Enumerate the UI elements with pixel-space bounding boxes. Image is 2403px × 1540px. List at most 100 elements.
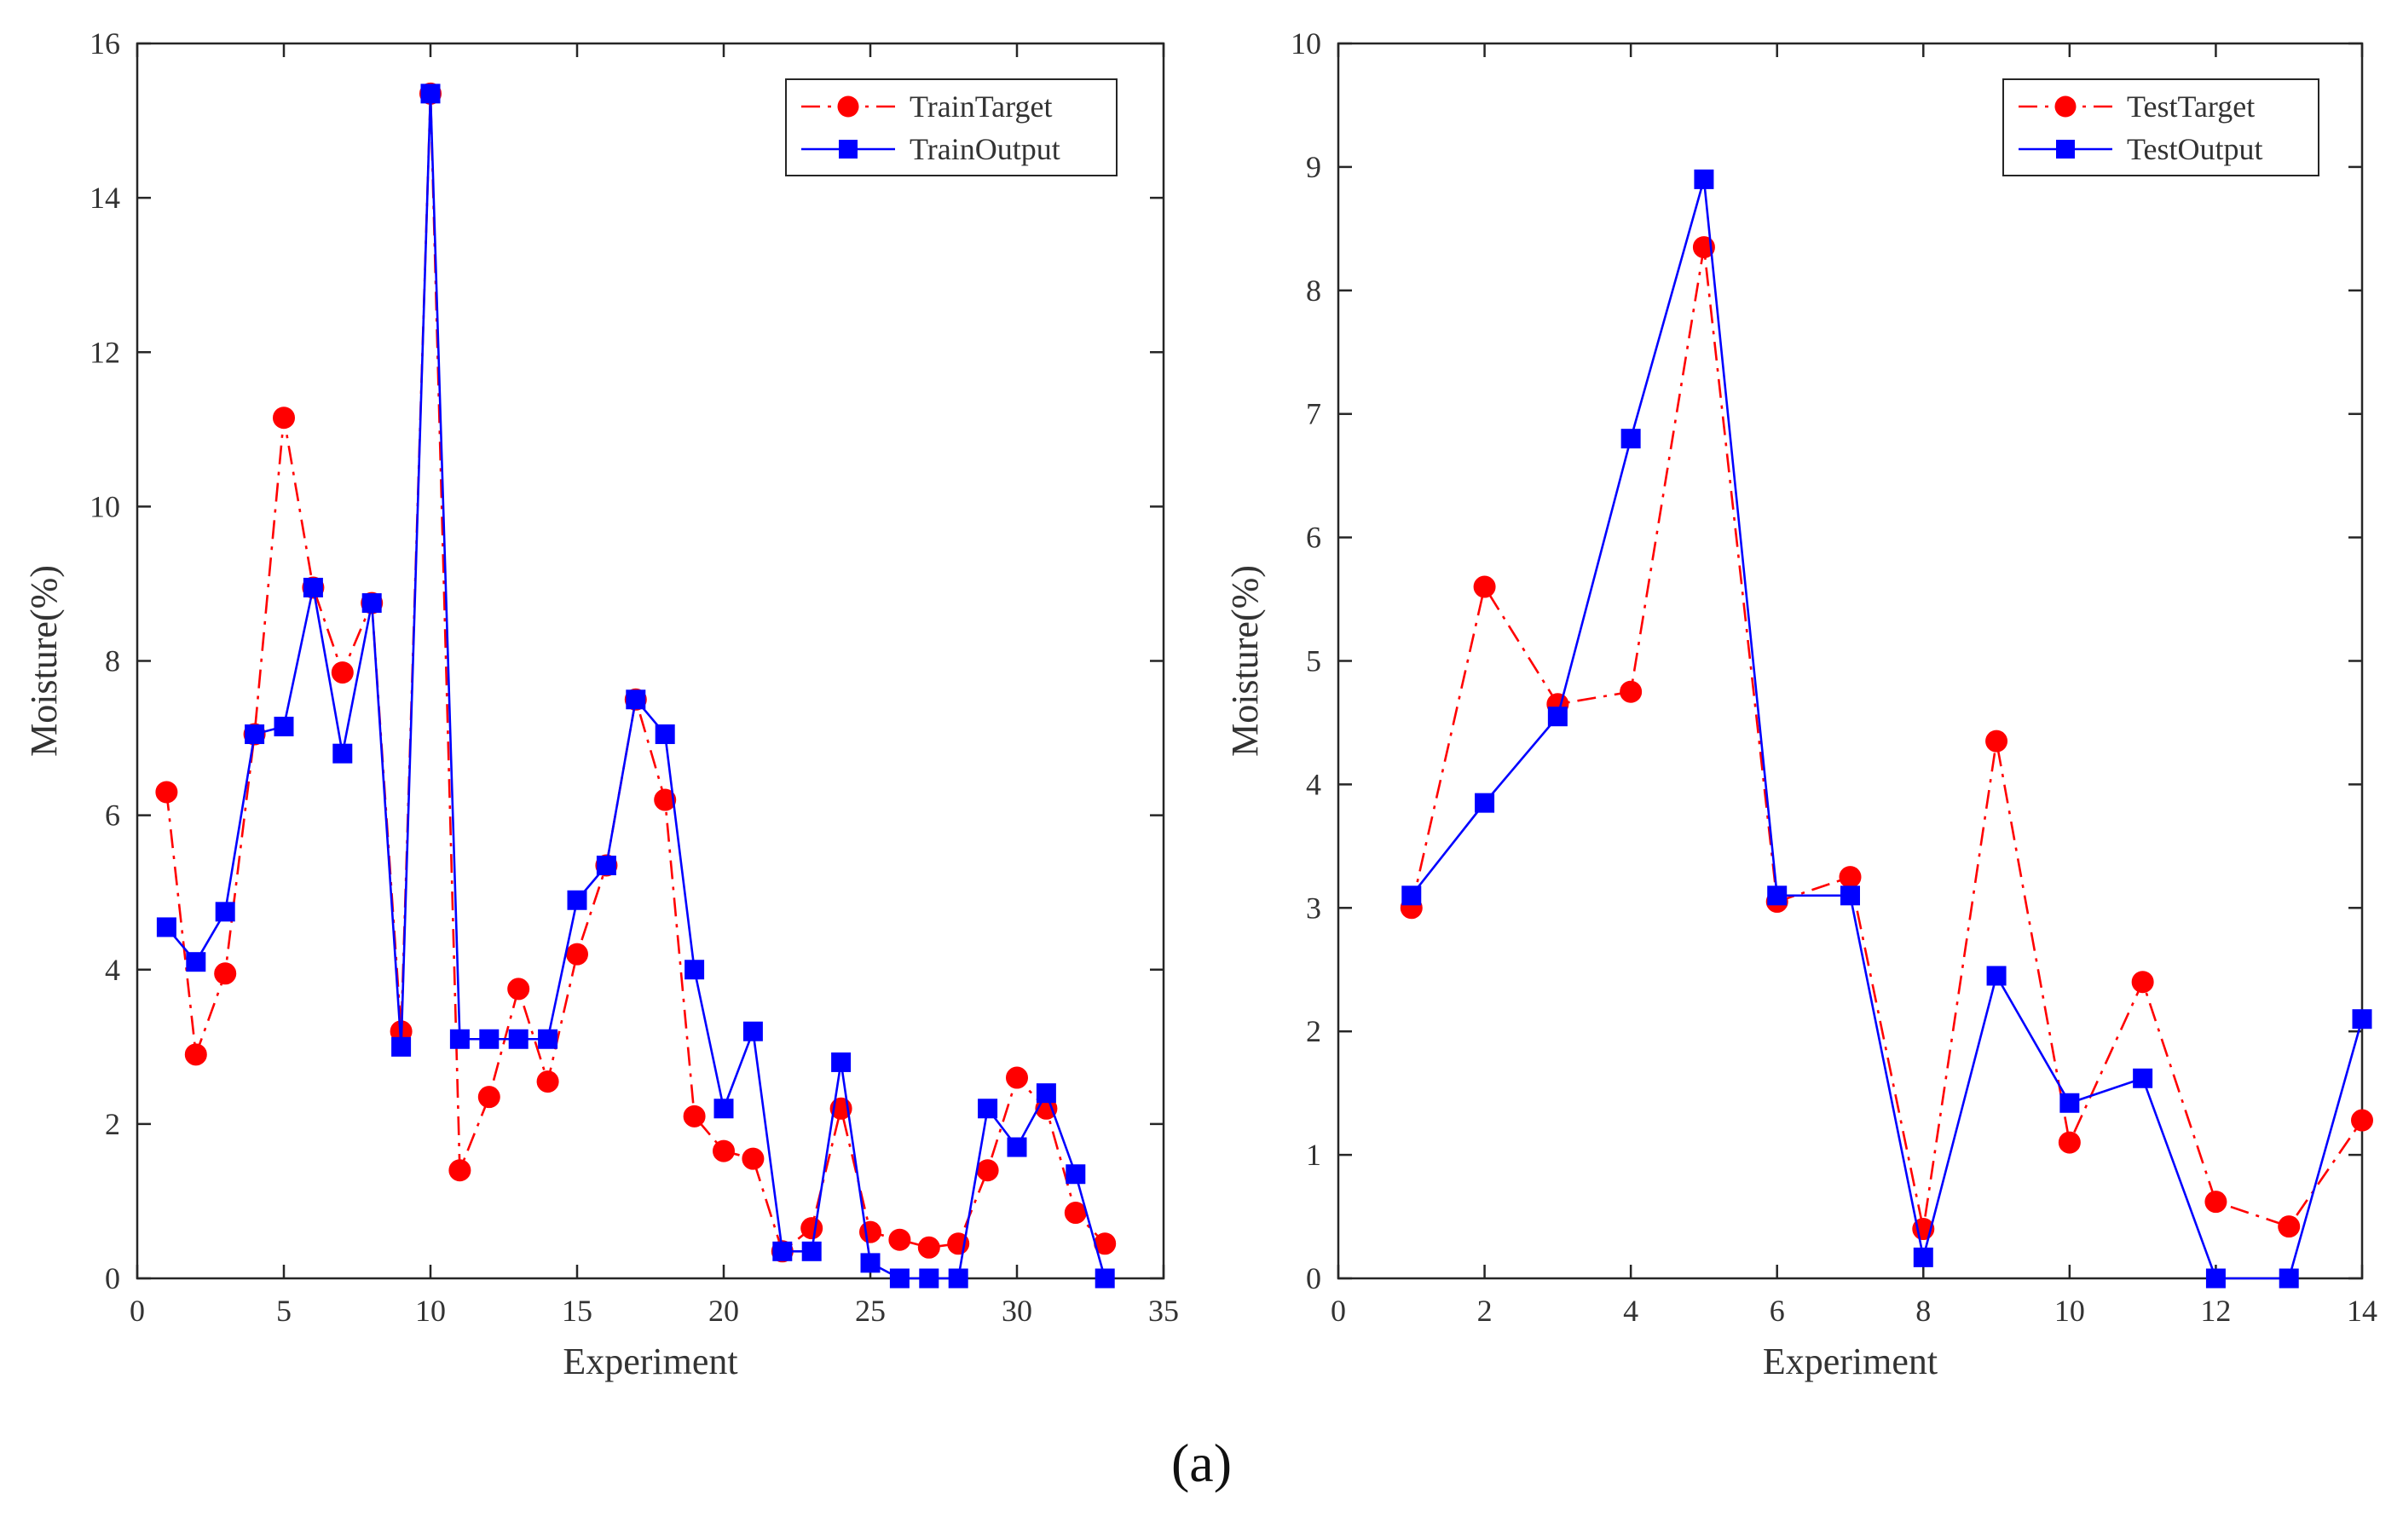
x-tick-label: 35 bbox=[1148, 1294, 1179, 1328]
data-point-TrainOutput bbox=[772, 1241, 793, 1261]
data-point-TestTarget bbox=[2058, 1131, 2081, 1154]
data-point-TrainOutput bbox=[303, 577, 323, 597]
x-tick-label: 14 bbox=[2347, 1294, 2377, 1328]
data-point-TrainTarget bbox=[1064, 1202, 1087, 1225]
data-point-TestTarget bbox=[1839, 866, 1862, 889]
x-tick-label: 10 bbox=[415, 1294, 446, 1328]
data-point-TrainTarget bbox=[742, 1147, 765, 1170]
data-point-TrainTarget bbox=[448, 1159, 471, 1182]
data-point-TestTarget bbox=[1985, 730, 2008, 753]
data-point-TrainTarget bbox=[566, 943, 588, 966]
legend-label-TestOutput: TestOutput bbox=[2127, 132, 2262, 166]
y-tick-label: 16 bbox=[90, 26, 120, 61]
data-point-TrainOutput bbox=[274, 716, 294, 736]
data-point-TestOutput bbox=[1694, 169, 1714, 189]
data-point-TrainOutput bbox=[889, 1268, 910, 1289]
y-tick-label: 7 bbox=[1306, 397, 1321, 431]
data-point-TrainOutput bbox=[186, 952, 206, 972]
data-point-TestOutput bbox=[2352, 1009, 2372, 1030]
data-point-TrainTarget bbox=[331, 661, 354, 684]
x-tick-label: 15 bbox=[562, 1294, 592, 1328]
data-point-TrainOutput bbox=[361, 593, 382, 614]
x-tick-label: 2 bbox=[1477, 1294, 1493, 1328]
y-tick-label: 6 bbox=[1306, 521, 1321, 555]
data-point-TrainOutput bbox=[567, 890, 587, 910]
y-tick-label: 9 bbox=[1306, 150, 1321, 184]
data-point-TrainOutput bbox=[1095, 1268, 1115, 1289]
data-point-TrainOutput bbox=[978, 1099, 998, 1119]
data-point-TrainOutput bbox=[391, 1036, 412, 1057]
train-chart: 0 5 10 15 20 25 30 35 0 2 4 6 8 10 12 14 16 Experiment Moi… bbox=[23, 26, 1179, 1382]
y-tick-label: 8 bbox=[105, 644, 120, 678]
data-point-TestOutput bbox=[1475, 793, 1495, 813]
data-point-TrainTarget bbox=[888, 1228, 911, 1251]
data-point-TestOutput bbox=[2059, 1093, 2080, 1113]
data-point-TestOutput bbox=[1913, 1247, 1933, 1267]
data-point-TestOutput bbox=[1620, 429, 1641, 449]
data-point-TestOutput bbox=[2133, 1068, 2153, 1088]
data-point-TrainOutput bbox=[655, 724, 675, 745]
data-point-TestOutput bbox=[1401, 885, 1422, 906]
data-point-TrainOutput bbox=[742, 1021, 763, 1041]
figure-caption: (a) bbox=[1170, 1433, 1233, 1493]
data-point-TrainTarget bbox=[1006, 1066, 1028, 1089]
data-point-TrainTarget bbox=[713, 1139, 735, 1162]
test-chart: 0 2 4 6 8 10 12 14012345678910ExperimentMoistur… bbox=[1224, 26, 2377, 1382]
x-tick-label: 10 bbox=[2054, 1294, 2085, 1328]
legend-marker-TrainOutput bbox=[839, 140, 858, 159]
x-tick-label: 25 bbox=[855, 1294, 886, 1328]
legend-marker-TrainTarget bbox=[837, 95, 859, 118]
data-point-TrainOutput bbox=[860, 1253, 881, 1273]
data-point-TrainTarget bbox=[477, 1086, 500, 1109]
data-point-TrainTarget bbox=[214, 962, 237, 985]
data-point-TestTarget bbox=[1473, 575, 1496, 598]
data-point-TrainOutput bbox=[801, 1241, 822, 1261]
x-tick-label: 6 bbox=[1770, 1294, 1785, 1328]
y-tick-label: 10 bbox=[1291, 26, 1321, 61]
y-tick-label: 8 bbox=[1306, 274, 1321, 308]
data-point-TrainTarget bbox=[800, 1217, 823, 1240]
y-tick-label: 4 bbox=[1306, 767, 1321, 801]
data-point-TrainOutput bbox=[538, 1029, 558, 1049]
x-tick-label: 4 bbox=[1623, 1294, 1638, 1328]
data-point-TestTarget bbox=[2204, 1191, 2227, 1214]
y-tick-label: 12 bbox=[90, 335, 120, 369]
y-tick-label: 0 bbox=[105, 1261, 120, 1295]
series-line-TrainOutput bbox=[165, 93, 1106, 1280]
x-tick-label: 0 bbox=[1331, 1294, 1346, 1328]
data-point-TrainTarget bbox=[859, 1220, 881, 1243]
data-point-TrainOutput bbox=[1007, 1137, 1027, 1157]
data-point-TestTarget bbox=[2351, 1109, 2373, 1132]
y-tick-label: 3 bbox=[1306, 891, 1321, 925]
legend-marker-TestOutput bbox=[2056, 140, 2075, 159]
data-point-TrainOutput bbox=[215, 902, 235, 922]
data-point-TestOutput bbox=[2279, 1268, 2299, 1289]
data-point-TrainOutput bbox=[245, 724, 265, 745]
y-tick-label: 10 bbox=[90, 489, 120, 523]
data-point-TrainOutput bbox=[479, 1029, 500, 1049]
y-tick-label: 6 bbox=[105, 799, 120, 833]
data-point-TrainOutput bbox=[332, 743, 353, 764]
data-point-TestTarget bbox=[2131, 971, 2154, 994]
legend-label-TestTarget: TestTarget bbox=[2127, 89, 2255, 124]
data-point-TrainOutput bbox=[713, 1099, 734, 1119]
y-tick-label: 14 bbox=[90, 181, 120, 215]
y-axis-label: Moisture(%) bbox=[1224, 565, 1266, 757]
data-point-TestOutput bbox=[1986, 966, 2007, 986]
data-point-TrainOutput bbox=[156, 917, 176, 937]
x-tick-label: 12 bbox=[2200, 1294, 2231, 1328]
data-point-TrainOutput bbox=[685, 960, 705, 980]
series-line-TestOutput bbox=[1410, 179, 2364, 1280]
y-tick-label: 5 bbox=[1306, 644, 1321, 678]
y-tick-label: 2 bbox=[1306, 1014, 1321, 1048]
data-point-TrainOutput bbox=[919, 1268, 939, 1289]
data-point-TrainOutput bbox=[1066, 1164, 1086, 1185]
y-tick-label: 2 bbox=[105, 1107, 120, 1141]
data-point-TestOutput bbox=[2205, 1268, 2226, 1289]
legend-label-TrainOutput: TrainOutput bbox=[910, 132, 1060, 166]
legend-label-TrainTarget: TrainTarget bbox=[910, 89, 1052, 124]
data-point-TrainOutput bbox=[831, 1052, 852, 1072]
x-tick-label: 5 bbox=[276, 1294, 292, 1328]
data-point-TestOutput bbox=[1840, 885, 1860, 906]
